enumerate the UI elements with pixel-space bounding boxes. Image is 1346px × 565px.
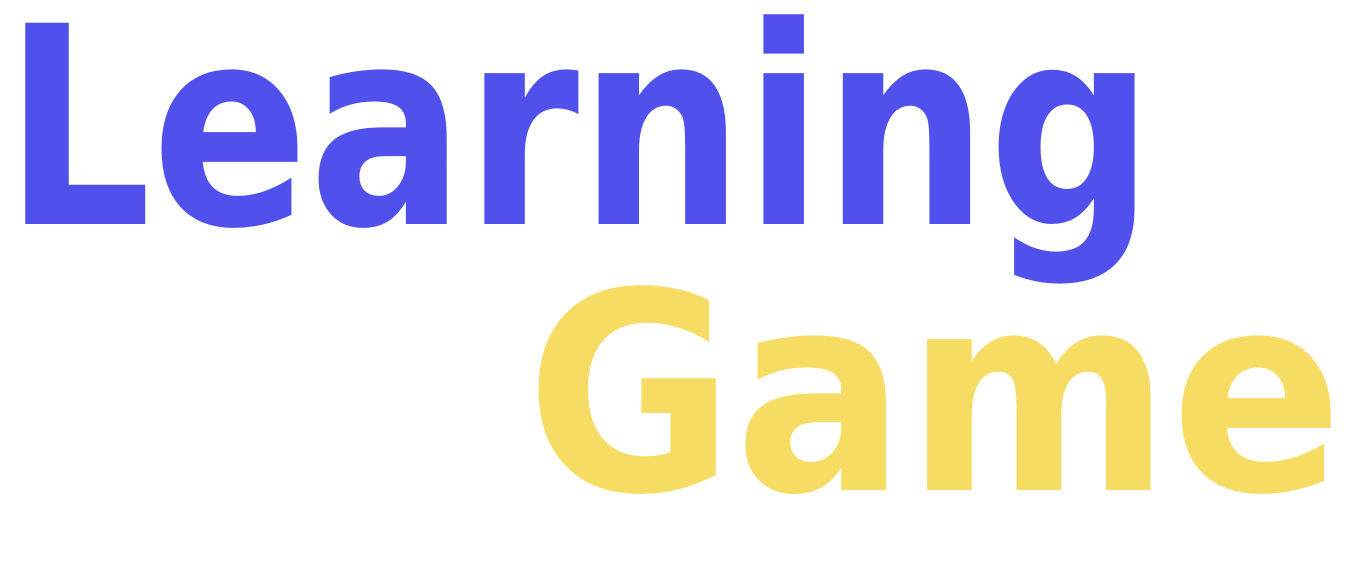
logo-word-game: Game [526,235,1343,556]
logo-word-learning: Learning [4,0,1154,290]
